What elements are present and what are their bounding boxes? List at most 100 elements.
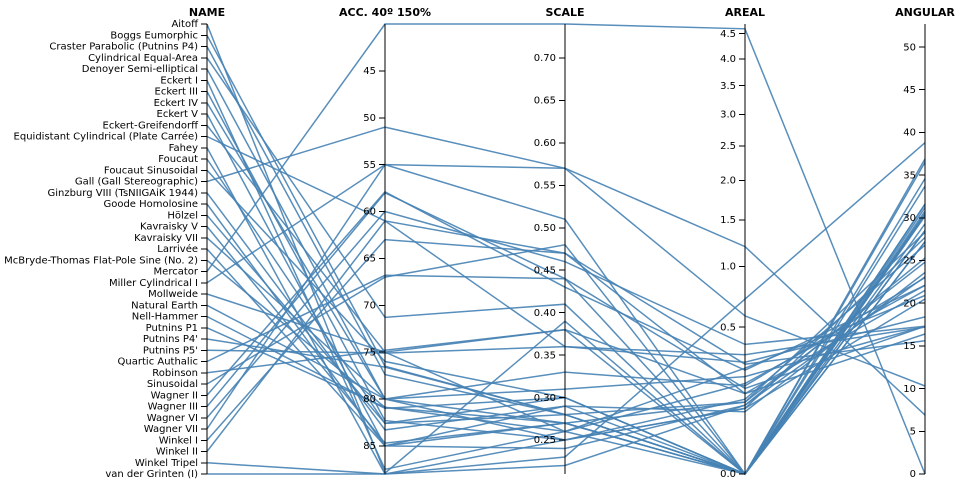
tick-label-scale: 0.65 bbox=[534, 96, 556, 107]
tick-label-areal: 2.0 bbox=[720, 176, 736, 187]
tick-label-acc: 70 bbox=[363, 300, 376, 311]
tick-label-angular: 5 bbox=[910, 427, 916, 438]
axis-title-angular: ANGULAR bbox=[895, 6, 955, 19]
tick-label-eckert-i: Eckert I bbox=[160, 75, 198, 86]
tick-label-foucaut-sinusoidal: Foucaut Sinusoidal bbox=[104, 165, 198, 176]
axis-scale: SCALE 0.25 0.30 0.35 0.40 0.45 0.50 0.55 0.60 0.6… bbox=[534, 6, 585, 474]
axis-title-areal: AREAL bbox=[725, 6, 765, 19]
tick-label-angular: 30 bbox=[903, 213, 916, 224]
tick-label-wagner-vi: Wagner VI bbox=[147, 413, 198, 424]
tick-label-kavraisky-vii: Kavraisky VII bbox=[134, 233, 198, 244]
tick-label-areal: 0.0 bbox=[720, 469, 736, 480]
tick-label-wagner-ii: Wagner II bbox=[151, 390, 198, 401]
tick-label-acc: 45 bbox=[363, 66, 376, 77]
tick-label-scale: 0.60 bbox=[534, 138, 556, 149]
tick-label-eckert-iv: Eckert IV bbox=[154, 98, 199, 109]
tick-label-angular: 35 bbox=[903, 170, 916, 181]
axis-title-name: NAME bbox=[189, 6, 225, 19]
tick-label-denoyer-semi-elliptical: Denoyer Semi-elliptical bbox=[82, 64, 198, 75]
tick-label-areal: 1.5 bbox=[720, 215, 736, 226]
tick-label-angular: 15 bbox=[903, 341, 916, 352]
data-line-craster-parabolic-putnins-p4 bbox=[206, 46, 926, 475]
data-line-van-der-grinten-i bbox=[207, 142, 926, 475]
tick-label-acc: 80 bbox=[363, 394, 376, 405]
tick-label-quartic-authalic: Quartic Authalic bbox=[118, 357, 198, 368]
tick-label-acc: 85 bbox=[363, 441, 376, 452]
tick-label-natural-earth: Natural Earth bbox=[131, 300, 198, 311]
tick-label-acc: 60 bbox=[363, 207, 376, 218]
tick-label-foucaut: Foucaut bbox=[158, 154, 198, 165]
tick-label-areal: 3.5 bbox=[720, 81, 736, 92]
tick-label-acc: 65 bbox=[363, 254, 376, 265]
tick-label-scale: 0.25 bbox=[534, 435, 556, 446]
tick-label-angular: 10 bbox=[903, 384, 916, 395]
tick-label-acc: 75 bbox=[363, 347, 376, 358]
tick-label-kavraisky-v: Kavraisky V bbox=[140, 222, 198, 233]
tick-label-cylindrical-equal-area: Cylindrical Equal-Area bbox=[88, 53, 198, 64]
axis-acc: ACC. 40º 150% 45 50 55 60 65 70 75 80 85 bbox=[339, 6, 431, 474]
tick-label-angular: 45 bbox=[903, 85, 916, 96]
tick-label-goode-homolosine: Goode Homolosine bbox=[103, 199, 198, 210]
tick-label-areal: 2.5 bbox=[720, 141, 736, 152]
tick-label-acc: 55 bbox=[363, 160, 376, 171]
tick-label-scale: 0.30 bbox=[534, 393, 556, 404]
tick-label-fahey: Fahey bbox=[169, 143, 198, 154]
tick-label-scale: 0.55 bbox=[534, 181, 556, 192]
tick-label-scale: 0.35 bbox=[534, 350, 556, 361]
tick-label-sinusoidal: Sinusoidal bbox=[147, 379, 198, 390]
tick-label-scale: 0.50 bbox=[534, 223, 556, 234]
tick-label-areal: 4.5 bbox=[720, 29, 736, 40]
axis-areal: AREAL 0.0 0.5 1.0 1.5 2.0 2.5 3.0 3.5 4.0 4.5 bbox=[720, 6, 765, 480]
axis-title-acc: ACC. 40º 150% bbox=[339, 6, 431, 19]
tick-label-gall-gall-stereographic: Gall (Gall Stereographic) bbox=[75, 177, 198, 188]
tick-label-angular: 50 bbox=[903, 42, 916, 53]
tick-label-nell-hammer: Nell-Hammer bbox=[132, 312, 199, 323]
tick-label-scale: 0.40 bbox=[534, 308, 556, 319]
tick-label-eckert-greifendorff: Eckert-Greifendorff bbox=[103, 120, 200, 131]
tick-label-areal: 4.0 bbox=[720, 54, 736, 65]
tick-label-craster-parabolic-putnins-p4: Craster Parabolic (Putnins P4) bbox=[49, 42, 198, 53]
tick-label-miller-cylindrical-i: Miller Cylindrical I bbox=[109, 278, 198, 289]
tick-label-eckert-v: Eckert V bbox=[157, 109, 199, 120]
tick-label-putnins-p4: Putnins P4' bbox=[143, 334, 198, 345]
tick-label-scale: 0.70 bbox=[534, 53, 556, 64]
axis-angular: ANGULAR 0 5 10 15 20 25 30 35 40 45 50 bbox=[895, 6, 955, 480]
tick-label-angular: 25 bbox=[903, 256, 916, 267]
tick-label-areal: 0.5 bbox=[720, 322, 736, 333]
tick-label-winkel-i: Winkel I bbox=[159, 435, 198, 446]
tick-label-winkel-ii: Winkel II bbox=[156, 447, 198, 458]
tick-label-angular: 0 bbox=[910, 469, 916, 480]
data-line-sinusoidal bbox=[206, 178, 926, 476]
tick-label-mollweide: Mollweide bbox=[148, 289, 198, 300]
tick-label-larriv-e: Larrivée bbox=[157, 243, 198, 255]
data-line-eckert-greifendorff bbox=[206, 124, 926, 476]
data-lines-group bbox=[206, 23, 926, 476]
data-line-eckert-i bbox=[206, 79, 926, 471]
tick-label-eckert-iii: Eckert III bbox=[155, 87, 198, 98]
tick-label-areal: 1.0 bbox=[720, 262, 736, 273]
tick-label-h-lzel: Hölzel bbox=[167, 210, 198, 221]
tick-label-scale: 0.45 bbox=[534, 265, 556, 276]
tick-label-ginzburg-viii-tsniigaik-1944: Ginzburg VIII (TsNIIGAiK 1944) bbox=[47, 188, 198, 199]
tick-label-mercator: Mercator bbox=[154, 267, 199, 278]
tick-label-aitoff: Aitoff bbox=[171, 19, 199, 30]
tick-label-angular: 40 bbox=[903, 128, 916, 139]
tick-label-van-der-grinten-i: van der Grinten (I) bbox=[105, 469, 198, 480]
tick-label-acc: 50 bbox=[363, 113, 376, 124]
axis-title-scale: SCALE bbox=[545, 6, 584, 19]
tick-label-areal: 3.0 bbox=[720, 110, 736, 121]
tick-label-mcbryde-thomas-flat-pole-sine-no-2: McBryde-Thomas Flat-Pole Sine (No. 2) bbox=[4, 255, 198, 266]
tick-label-angular: 20 bbox=[903, 298, 916, 309]
tick-label-putnins-p5: Putnins P5' bbox=[143, 345, 198, 356]
tick-label-putnins-p1: Putnins P1 bbox=[146, 323, 198, 334]
tick-label-boggs-eumorphic: Boggs Eumorphic bbox=[110, 30, 198, 41]
data-line-eckert-iii bbox=[206, 91, 926, 441]
tick-label-wagner-iii: Wagner III bbox=[148, 402, 198, 413]
tick-label-robinson: Robinson bbox=[152, 368, 198, 379]
tick-label-wagner-vii: Wagner VII bbox=[144, 424, 198, 435]
tick-label-equidistant-cylindrical-plate-carr-e: Equidistant Cylindrical (Plate Carrée) bbox=[14, 131, 199, 143]
data-line-cylindrical-equal-area bbox=[206, 57, 926, 476]
tick-label-winkel-tripel: Winkel Tripel bbox=[135, 458, 198, 469]
